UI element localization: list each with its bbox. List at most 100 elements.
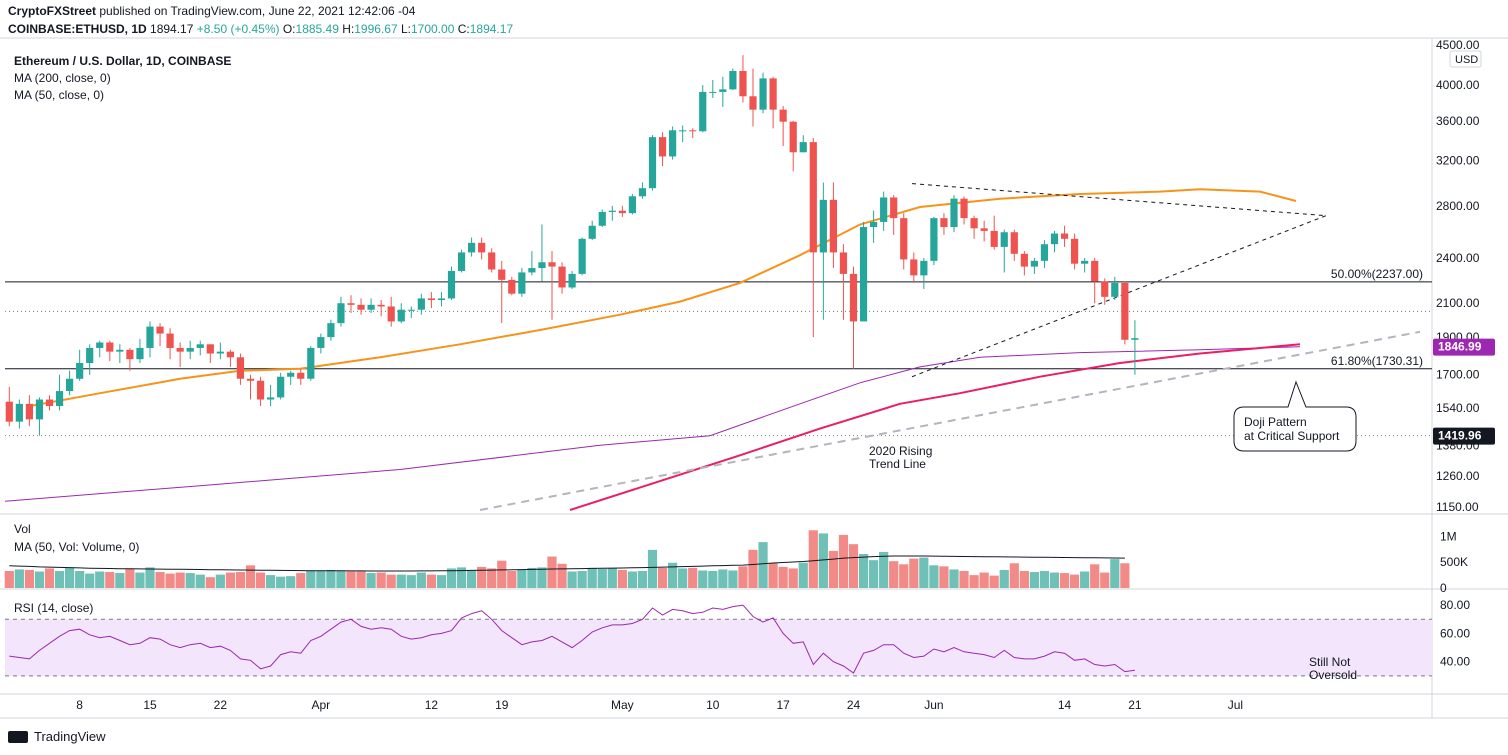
triangle-upper-line bbox=[911, 183, 1327, 217]
candle-body bbox=[126, 349, 134, 360]
candle-body bbox=[25, 403, 33, 420]
candle-body bbox=[990, 230, 998, 247]
volume-bar bbox=[617, 569, 627, 588]
price-tick-label: 1260.00 bbox=[1436, 469, 1480, 483]
candle-body bbox=[377, 304, 385, 307]
low-value: 1700.00 bbox=[411, 22, 455, 36]
candle-body bbox=[1060, 233, 1069, 239]
candle-body bbox=[759, 78, 767, 110]
candle-body bbox=[307, 347, 315, 379]
candle-body bbox=[1000, 232, 1008, 247]
candle-body bbox=[478, 242, 486, 253]
candle-body bbox=[236, 357, 245, 379]
candle-body bbox=[829, 199, 837, 253]
candle-body bbox=[216, 351, 224, 354]
volume-bar bbox=[989, 575, 999, 588]
volume-bar bbox=[949, 569, 959, 588]
volume-bar bbox=[416, 572, 426, 588]
candle-body bbox=[669, 130, 677, 157]
volume-tick-label: 1M bbox=[1440, 529, 1457, 543]
candle-body bbox=[679, 130, 687, 132]
volume-bar bbox=[657, 567, 668, 588]
publisher-name[interactable]: CryptoFXStreet bbox=[8, 4, 97, 18]
candle-body bbox=[578, 238, 586, 274]
candle-body bbox=[598, 211, 606, 226]
volume-bar bbox=[145, 567, 155, 588]
legend-ma200: MA (200, close, 0) bbox=[14, 71, 111, 85]
time-tick-label: 22 bbox=[214, 698, 228, 712]
candle-body bbox=[357, 304, 365, 310]
volume-pane-title: Vol bbox=[14, 522, 31, 536]
candle-body bbox=[468, 242, 476, 253]
volume-bar bbox=[426, 574, 436, 588]
volume-bar bbox=[65, 567, 75, 588]
candle-body bbox=[256, 380, 265, 400]
candle-body bbox=[196, 344, 204, 348]
volume-bar bbox=[678, 568, 688, 588]
volume-bar bbox=[547, 556, 557, 588]
candle-body bbox=[146, 326, 154, 348]
volume-tick-label: 500K bbox=[1440, 555, 1468, 569]
doji-callout-box bbox=[1233, 380, 1357, 452]
candle-body bbox=[849, 273, 858, 322]
volume-bar bbox=[838, 534, 849, 588]
candle-body bbox=[337, 303, 345, 324]
volume-bar bbox=[497, 560, 507, 588]
candle-body bbox=[176, 347, 184, 352]
price-tick-label: 2100.00 bbox=[1436, 296, 1480, 310]
time-tick-label: Jun bbox=[924, 698, 943, 712]
footer-brand: TradingView bbox=[34, 729, 106, 744]
price-tick-label: 3600.00 bbox=[1436, 114, 1480, 128]
legend-ma50: MA (50, close, 0) bbox=[14, 88, 104, 102]
time-tick-label: 12 bbox=[425, 698, 439, 712]
volume-bar bbox=[708, 570, 718, 588]
candle-body bbox=[407, 309, 415, 311]
volume-bar bbox=[336, 570, 346, 588]
candle-body bbox=[427, 298, 435, 301]
volume-bar bbox=[54, 570, 65, 588]
candle-body bbox=[940, 218, 948, 228]
candle-body bbox=[568, 273, 576, 288]
candle-body bbox=[1030, 260, 1038, 267]
header-line-2: COINBASE:ETHUSD, 1D 1894.17 +8.50 (+0.45… bbox=[8, 22, 513, 36]
candle-body bbox=[226, 351, 234, 358]
time-tick-label: 24 bbox=[847, 698, 861, 712]
volume-bar bbox=[446, 568, 457, 588]
candle-body bbox=[558, 266, 566, 288]
candle-body bbox=[980, 228, 988, 231]
volume-bar bbox=[587, 567, 597, 588]
time-tick-label: Apr bbox=[312, 698, 331, 712]
volume-bar bbox=[34, 571, 45, 588]
volume-bar bbox=[1120, 563, 1130, 588]
published-text: published on TradingView.com, June 22, 2… bbox=[99, 4, 416, 18]
candle-body bbox=[890, 197, 898, 219]
candle-body bbox=[508, 279, 516, 294]
volume-bar bbox=[929, 565, 939, 588]
volume-bar bbox=[1100, 572, 1110, 588]
symbol-label[interactable]: COINBASE:ETHUSD, 1D bbox=[8, 22, 147, 36]
volume-bar bbox=[205, 577, 215, 588]
candle-body bbox=[528, 268, 536, 273]
volume-bar bbox=[326, 569, 336, 588]
candle-body bbox=[397, 309, 405, 322]
tradingview-logo-icon bbox=[8, 731, 28, 743]
volume-bar bbox=[356, 571, 366, 588]
volume-bar bbox=[728, 570, 738, 588]
volume-bar bbox=[869, 560, 879, 588]
volume-bar bbox=[1049, 572, 1060, 588]
candle-body bbox=[709, 91, 717, 93]
candle-body bbox=[116, 349, 124, 352]
rsi-tick-label: 60.00 bbox=[1440, 626, 1470, 640]
rsi-pane-title: RSI (14, close) bbox=[14, 601, 93, 615]
unit-label: USD bbox=[1455, 54, 1478, 66]
volume-bar bbox=[4, 570, 14, 588]
ma200-line bbox=[569, 343, 1301, 511]
price-axis-tag bbox=[1433, 338, 1495, 356]
close-value: 1894.17 bbox=[469, 22, 514, 36]
time-tick-label: 15 bbox=[143, 698, 157, 712]
candle-body bbox=[518, 272, 526, 294]
volume-bar bbox=[647, 549, 658, 588]
trendline-label-line1: 2020 Rising bbox=[869, 444, 932, 458]
candle-body bbox=[658, 137, 667, 157]
